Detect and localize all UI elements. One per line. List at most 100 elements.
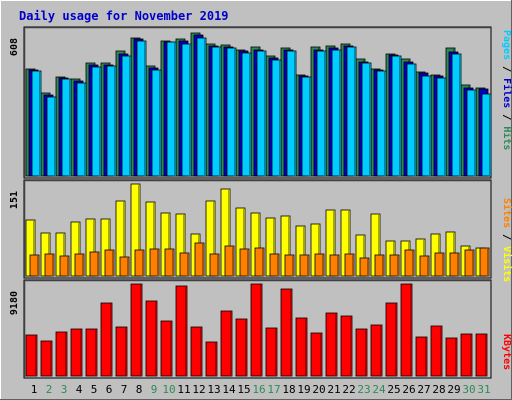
bar-sites-day-11 xyxy=(179,252,190,277)
bar-kbytes-day-22 xyxy=(340,315,353,377)
bar-sites-day-22 xyxy=(344,253,355,277)
day-label-17: 17 xyxy=(267,383,280,396)
bar-pages-day-20 xyxy=(316,50,327,177)
bar-pages-day-22 xyxy=(346,46,357,177)
bar-pages-day-28 xyxy=(436,77,447,177)
day-label-8: 8 xyxy=(136,383,143,396)
bar-sites-day-27-edge xyxy=(427,257,429,276)
bar-sites-day-4 xyxy=(74,253,85,277)
bar-kbytes-day-13 xyxy=(205,341,218,377)
bar-visits-day-6-edge xyxy=(108,220,110,276)
bar-pages-day-3 xyxy=(61,78,72,177)
bar-sites-day-21 xyxy=(329,254,340,277)
bar-pages-day-6-edge xyxy=(114,67,116,176)
bar-sites-day-14-edge xyxy=(232,247,234,276)
bar-kbytes-day-20 xyxy=(310,332,323,377)
bar-sites-day-2-edge xyxy=(52,255,54,276)
x-axis-day-labels: 1 2 3 4 5 6 7 8 9 10 11 12 13 14 15 16 17 18 19 20 21 22 23 24 2… xyxy=(31,383,491,396)
bar-kbytes-day-2-edge xyxy=(50,342,52,376)
bar-sites-day-16 xyxy=(254,247,265,277)
bar-visits-day-3-edge xyxy=(63,234,65,276)
bar-kbytes-day-1-edge xyxy=(35,336,37,376)
bar-pages-day-14-edge xyxy=(234,49,236,176)
bar-sites-day-30-edge xyxy=(472,251,474,276)
bar-sites-day-7-edge xyxy=(127,258,129,276)
bar-kbytes-day-4-edge xyxy=(80,330,82,376)
bar-pages-day-23 xyxy=(361,62,372,177)
bar-sites-day-23 xyxy=(359,257,370,277)
bar-sites-day-20-edge xyxy=(322,255,324,276)
bar-kbytes-day-22-edge xyxy=(350,317,352,376)
panel-kbytes-bars xyxy=(25,283,488,377)
bar-kbytes-day-10-edge xyxy=(170,322,172,376)
bar-pages-day-18-edge xyxy=(294,52,296,176)
bar-pages-day-15-edge xyxy=(249,54,251,176)
bar-sites-day-29 xyxy=(449,252,460,277)
bar-pages-day-14 xyxy=(226,47,237,177)
day-label-24: 24 xyxy=(372,383,386,396)
bar-kbytes-day-23 xyxy=(355,328,368,377)
bar-sites-day-15-edge xyxy=(247,250,249,276)
bar-pages-day-8-edge xyxy=(144,42,146,176)
bar-kbytes-day-31-edge xyxy=(485,335,487,376)
bar-kbytes-day-26-edge xyxy=(410,285,412,376)
bar-pages-day-23-edge xyxy=(369,64,371,176)
bar-pages-day-17 xyxy=(271,59,282,177)
legend-hits-files-pages: Pages / Files / Hits xyxy=(501,30,512,150)
bar-pages-day-30 xyxy=(466,89,477,177)
legend-sep: / xyxy=(501,60,512,78)
bar-sites-day-28 xyxy=(434,252,445,277)
bar-sites-day-6 xyxy=(104,249,115,277)
bar-kbytes-day-14 xyxy=(220,310,233,377)
day-label-15: 15 xyxy=(237,383,250,396)
day-label-5: 5 xyxy=(91,383,98,396)
legend-sites: Sites xyxy=(501,198,512,228)
bar-pages-day-2-edge xyxy=(54,98,56,176)
day-label-4: 4 xyxy=(76,383,83,396)
bar-sites-day-23-edge xyxy=(367,259,369,276)
bar-kbytes-day-19 xyxy=(295,317,308,377)
bar-visits-day-11-edge xyxy=(183,215,185,276)
day-label-23: 23 xyxy=(357,383,370,396)
bar-kbytes-day-11-edge xyxy=(185,287,187,376)
bar-pages-day-5-edge xyxy=(99,68,101,176)
legend-visits: Visits xyxy=(501,246,512,282)
bar-pages-day-1 xyxy=(31,70,42,177)
bar-sites-day-5-edge xyxy=(97,253,99,276)
panel-visits-sites: 151 xyxy=(9,179,492,279)
bar-visits-day-7-edge xyxy=(123,202,125,276)
bar-sites-day-2 xyxy=(44,253,55,277)
bar-kbytes-day-16-edge xyxy=(260,285,262,376)
bar-kbytes-day-11 xyxy=(175,285,188,377)
bar-sites-day-25 xyxy=(389,254,400,277)
bar-sites-day-8 xyxy=(134,249,145,277)
bar-pages-day-20-edge xyxy=(324,52,326,176)
bar-visits-day-5-edge xyxy=(93,220,95,276)
bar-kbytes-day-1 xyxy=(25,334,38,377)
legend-sep: / xyxy=(501,228,512,246)
bar-sites-day-27 xyxy=(419,255,430,277)
bar-pages-day-6 xyxy=(106,65,117,177)
bar-sites-day-19 xyxy=(299,254,310,277)
bar-kbytes-day-29-edge xyxy=(455,339,457,376)
bar-kbytes-day-5 xyxy=(85,328,98,377)
bar-sites-day-3 xyxy=(59,255,70,277)
bar-sites-day-21-edge xyxy=(337,256,339,276)
bar-kbytes-day-27 xyxy=(415,336,428,377)
bar-sites-day-19-edge xyxy=(307,256,309,276)
bar-kbytes-day-14-edge xyxy=(230,312,232,376)
bar-sites-day-5 xyxy=(89,251,100,277)
bar-pages-day-4 xyxy=(76,82,87,177)
bar-kbytes-day-12-edge xyxy=(200,328,202,376)
day-label-7: 7 xyxy=(121,383,128,396)
bar-sites-day-7 xyxy=(119,256,130,277)
bar-visits-day-9-edge xyxy=(153,203,155,276)
bar-visits-day-21-edge xyxy=(333,211,335,276)
bar-sites-day-1-edge xyxy=(37,256,39,276)
bar-kbytes-day-15-edge xyxy=(245,320,247,376)
bar-sites-day-13 xyxy=(209,253,220,277)
day-label-22: 22 xyxy=(342,383,355,396)
day-label-26: 26 xyxy=(402,383,415,396)
bar-kbytes-day-31 xyxy=(475,333,488,377)
